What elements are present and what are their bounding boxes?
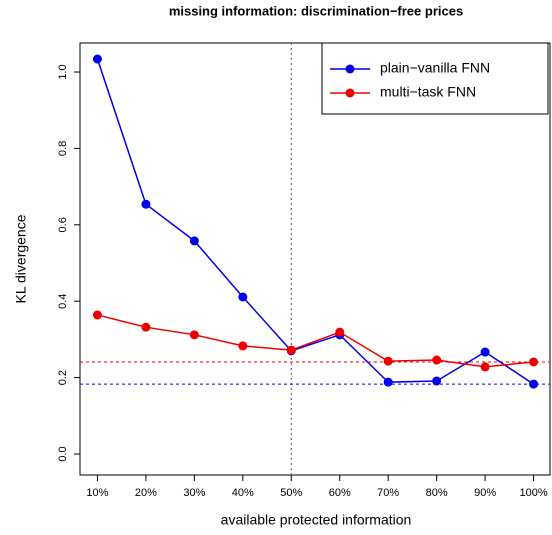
data-point (141, 322, 151, 332)
series-line (96, 58, 534, 385)
data-point (92, 54, 102, 64)
legend-marker (345, 88, 355, 98)
data-point (189, 236, 199, 246)
data-point (529, 379, 539, 389)
y-tick-label: 0.4 (57, 294, 69, 309)
x-tick-label: 60% (329, 487, 351, 499)
x-tick-label: 10% (86, 487, 108, 499)
data-point (141, 199, 151, 209)
legend-label: plain−vanilla FNN (380, 60, 490, 76)
x-tick-label: 20% (135, 487, 157, 499)
y-tick-label: 0.6 (57, 217, 69, 232)
data-point (92, 310, 102, 320)
x-tick-label: 100% (519, 487, 547, 499)
x-tick-label: 50% (280, 487, 302, 499)
data-point (383, 377, 393, 387)
data-point (480, 362, 490, 372)
y-tick-label: 1.0 (57, 64, 69, 79)
data-point (238, 341, 248, 351)
data-point (383, 356, 393, 366)
x-tick-label: 80% (426, 487, 448, 499)
data-point (335, 327, 345, 337)
legend-marker (345, 64, 355, 74)
data-point (432, 376, 442, 386)
x-axis-label: available protected information (221, 512, 412, 528)
data-point (432, 355, 442, 365)
y-tick-label: 0.8 (57, 141, 69, 156)
legend-box (321, 42, 549, 115)
data-point (238, 292, 248, 302)
data-point (480, 347, 490, 357)
data-point (286, 345, 296, 355)
series-line (97, 314, 534, 368)
chart-title: missing information: discrimination−free… (169, 3, 463, 18)
x-tick-label: 70% (377, 487, 399, 499)
y-tick-label: 0.2 (57, 370, 69, 385)
data-point (529, 357, 539, 367)
y-axis-label: KL divergence (13, 214, 29, 303)
x-tick-label: 40% (232, 487, 254, 499)
x-tick-label: 30% (183, 487, 205, 499)
y-tick-label: 0.0 (57, 446, 69, 461)
x-tick-label: 90% (474, 487, 496, 499)
data-point (189, 330, 199, 340)
legend-label: multi−task FNN (380, 84, 476, 100)
plot-box (79, 42, 551, 476)
